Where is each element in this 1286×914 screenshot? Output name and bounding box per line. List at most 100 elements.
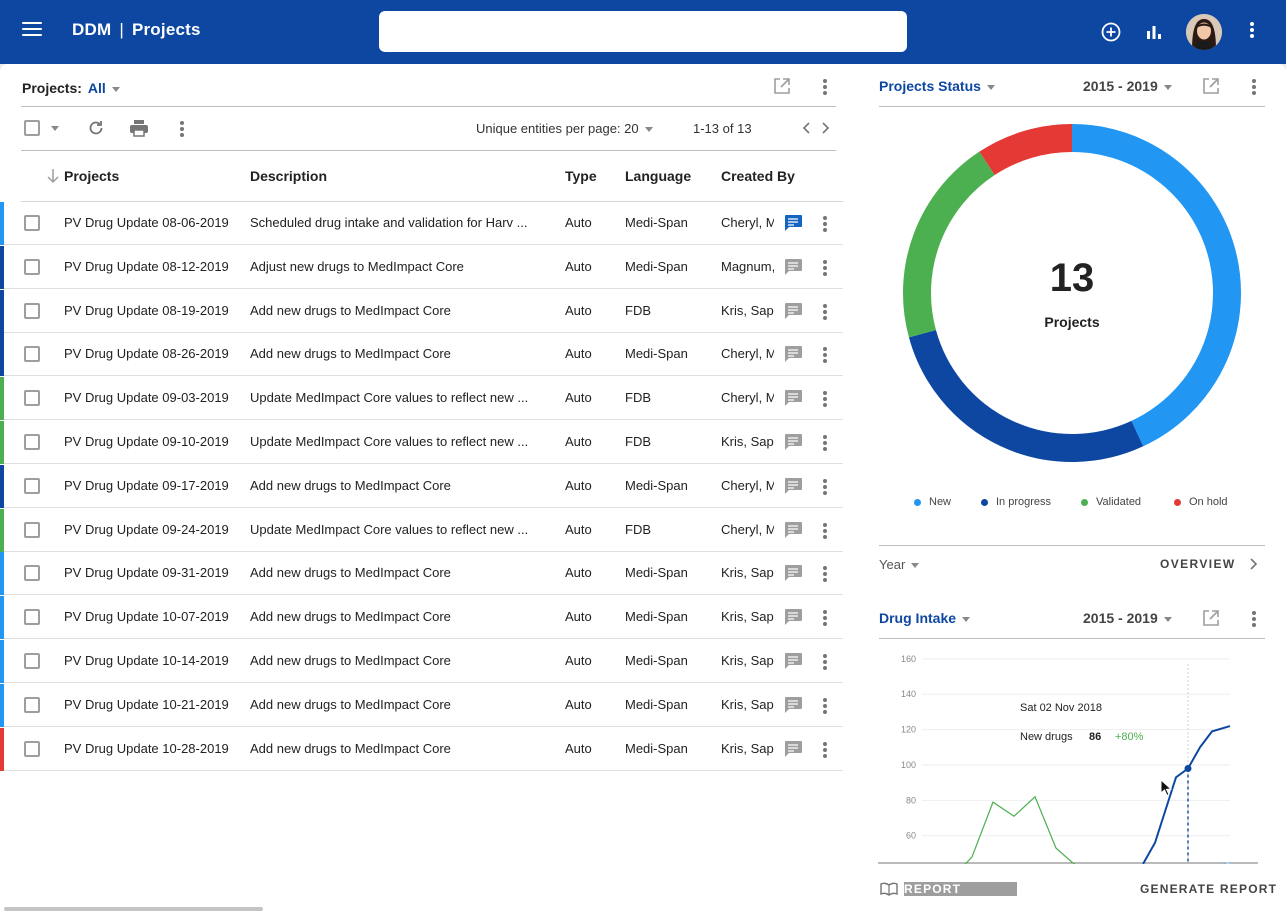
column-header-type[interactable]: Type [565, 168, 597, 184]
table-row[interactable]: PV Drug Update 09-17-2019 Add new drugs t… [0, 464, 843, 508]
row-checkbox[interactable] [24, 215, 40, 231]
row-checkbox[interactable] [24, 302, 40, 319]
donut-slice-new[interactable] [1071, 124, 1241, 447]
per-page-chevron-icon[interactable] [644, 127, 653, 133]
comment-icon[interactable] [783, 696, 803, 714]
row-more-icon[interactable] [823, 391, 827, 409]
project-name[interactable]: PV Drug Update 09-17-2019 [64, 477, 229, 493]
row-checkbox[interactable] [24, 390, 40, 407]
project-name[interactable]: PV Drug Update 09-10-2019 [64, 434, 229, 449]
table-row[interactable]: PV Drug Update 09-31-2019 Add new drugs t… [0, 552, 843, 596]
projects-status-title[interactable]: Projects Status [879, 78, 995, 94]
table-row[interactable]: PV Drug Update 08-26-2019 Add new drugs t… [0, 333, 843, 377]
table-row[interactable]: PV Drug Update 10-07-2019 Add new drugs t… [0, 596, 843, 640]
project-name[interactable]: PV Drug Update 10-14-2019 [64, 653, 229, 668]
per-page-selector[interactable]: Unique entities per page: 20 [476, 121, 653, 136]
row-checkbox[interactable] [24, 653, 40, 669]
add-circle-icon[interactable] [1099, 20, 1123, 44]
comment-icon[interactable] [783, 302, 803, 320]
row-more-icon[interactable] [823, 435, 827, 453]
row-more-icon[interactable] [823, 303, 827, 322]
row-more-icon[interactable] [823, 522, 827, 541]
sort-arrow-down-icon[interactable] [46, 168, 60, 184]
table-row[interactable]: PV Drug Update 08-12-2019 Adjust new drug… [0, 245, 843, 289]
bar-chart-icon[interactable] [1142, 20, 1166, 44]
project-name[interactable]: PV Drug Update 09-24-2019 [64, 521, 229, 537]
row-more-icon[interactable] [823, 654, 827, 672]
chevron-right-icon[interactable] [1247, 557, 1259, 571]
project-name[interactable]: PV Drug Update 08-06-2019 [64, 215, 229, 230]
comment-icon[interactable] [783, 740, 803, 758]
highlight-point[interactable] [1184, 764, 1192, 772]
projects-filter[interactable]: Projects: All [22, 80, 120, 96]
row-more-icon[interactable] [823, 347, 827, 365]
chevron-down-icon[interactable] [111, 86, 120, 92]
year-filter[interactable]: Year [879, 557, 920, 572]
row-checkbox[interactable] [24, 346, 40, 363]
project-name[interactable]: PV Drug Update 08-19-2019 [64, 302, 229, 318]
project-name[interactable]: PV Drug Update 08-12-2019 [64, 258, 229, 274]
comment-icon[interactable] [783, 564, 803, 582]
row-checkbox[interactable] [24, 696, 40, 713]
row-more-icon[interactable] [823, 697, 827, 716]
more-vert-icon[interactable] [1250, 22, 1254, 40]
comment-icon[interactable] [783, 652, 803, 670]
select-all-checkbox[interactable] [24, 120, 40, 136]
report-button[interactable]: REPORT [904, 882, 1017, 896]
chevron-down-icon[interactable] [1163, 616, 1172, 622]
row-more-icon[interactable] [823, 478, 827, 497]
table-row[interactable]: PV Drug Update 10-21-2019 Add new drugs t… [0, 683, 843, 727]
next-page-icon[interactable] [819, 121, 831, 135]
comment-icon[interactable] [783, 608, 803, 626]
status-year-range[interactable]: 2015 - 2019 [1083, 78, 1172, 94]
select-menu-chevron-icon[interactable] [51, 126, 59, 131]
column-header-language[interactable]: Language [625, 168, 692, 184]
comment-icon[interactable] [783, 258, 803, 276]
refresh-icon[interactable] [87, 119, 105, 137]
row-more-icon[interactable] [823, 610, 827, 628]
comment-icon[interactable] [783, 389, 803, 407]
chevron-down-icon[interactable] [962, 616, 971, 622]
table-row[interactable]: PV Drug Update 08-19-2019 Add new drugs t… [0, 289, 843, 333]
toolbar-more-icon[interactable] [180, 121, 184, 139]
comment-icon[interactable] [783, 521, 803, 539]
row-more-icon[interactable] [823, 259, 827, 278]
menu-icon[interactable] [22, 22, 42, 42]
chevron-down-icon[interactable] [1163, 84, 1172, 90]
donut-slice-in-progress[interactable] [908, 329, 1144, 462]
table-row[interactable]: PV Drug Update 10-14-2019 Add new drugs t… [0, 640, 843, 683]
comment-icon[interactable] [783, 345, 803, 363]
open-external-icon[interactable] [1202, 609, 1220, 627]
comment-icon[interactable] [783, 477, 803, 495]
project-name[interactable]: PV Drug Update 10-28-2019 [64, 740, 229, 756]
search-input[interactable] [379, 11, 907, 52]
row-checkbox[interactable] [24, 258, 40, 275]
donut-slice-on-hold[interactable] [979, 124, 1073, 176]
avatar[interactable] [1186, 14, 1222, 50]
chevron-down-icon[interactable] [911, 563, 920, 569]
project-name[interactable]: PV Drug Update 10-21-2019 [64, 696, 229, 712]
row-more-icon[interactable] [823, 566, 827, 584]
project-name[interactable]: PV Drug Update 08-26-2019 [64, 346, 229, 362]
projects-panel-menu-icon[interactable] [823, 79, 827, 97]
row-checkbox[interactable] [24, 434, 40, 450]
intake-panel-menu-icon[interactable] [1252, 611, 1256, 629]
comment-icon[interactable] [783, 214, 803, 232]
open-external-icon[interactable] [1202, 77, 1220, 95]
table-row[interactable]: PV Drug Update 09-03-2019 Update MedImpac… [0, 377, 843, 421]
table-row[interactable]: PV Drug Update 09-10-2019 Update MedImpac… [0, 421, 843, 464]
project-name[interactable]: PV Drug Update 09-31-2019 [64, 565, 229, 581]
row-checkbox[interactable] [24, 477, 40, 494]
prev-page-icon[interactable] [801, 121, 813, 135]
open-external-icon[interactable] [773, 77, 791, 95]
status-panel-menu-icon[interactable] [1252, 79, 1256, 97]
drug-intake-title[interactable]: Drug Intake [879, 610, 971, 626]
row-more-icon[interactable] [823, 216, 827, 234]
row-more-icon[interactable] [823, 741, 827, 760]
table-row[interactable]: PV Drug Update 09-24-2019 Update MedImpac… [0, 508, 843, 552]
donut-slice-validated[interactable] [903, 151, 995, 338]
column-header-created-by[interactable]: Created By [721, 168, 795, 184]
row-checkbox[interactable] [24, 565, 40, 582]
row-checkbox[interactable] [24, 521, 40, 538]
project-name[interactable]: PV Drug Update 09-03-2019 [64, 390, 229, 406]
